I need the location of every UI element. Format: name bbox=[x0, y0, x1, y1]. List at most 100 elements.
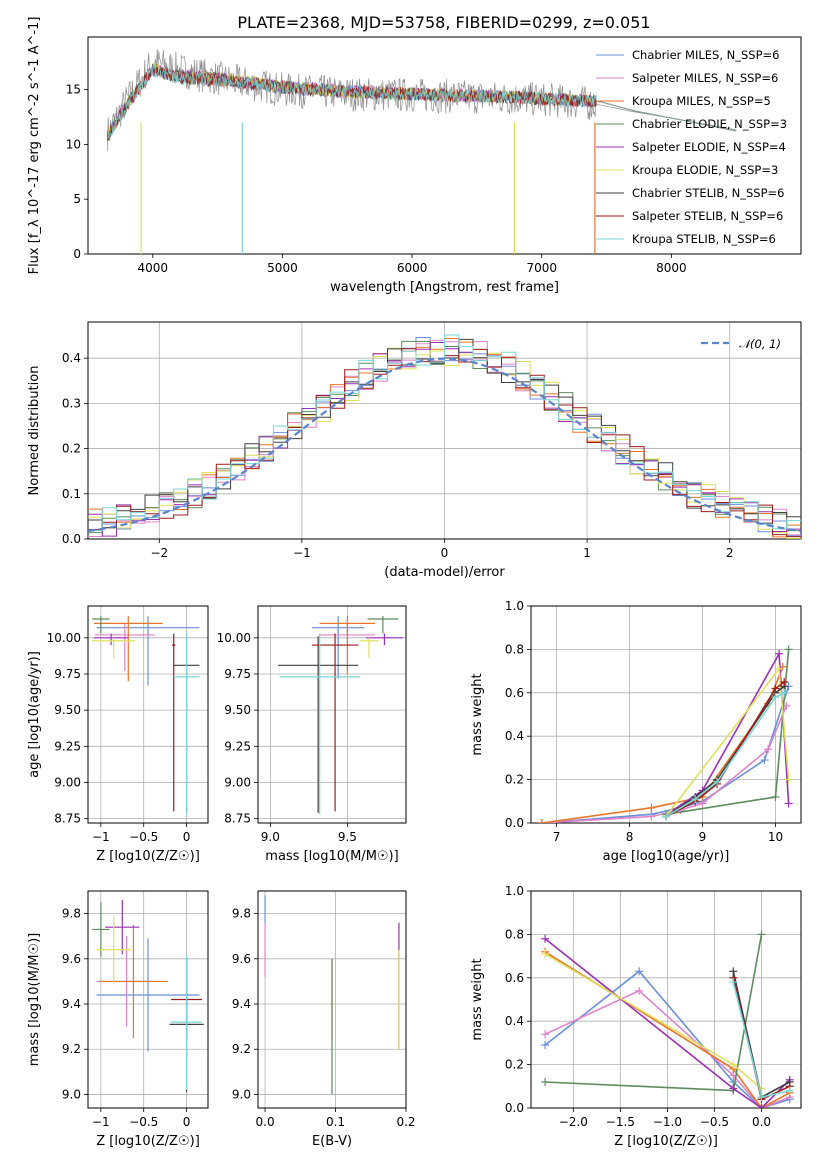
weight-series-line bbox=[541, 686, 790, 823]
y-tick-label: 0.8 bbox=[505, 642, 524, 656]
errorbar-group bbox=[92, 900, 204, 1093]
x-tick-label: −1 bbox=[92, 830, 110, 844]
y-tick-label: 9.0 bbox=[62, 1087, 81, 1101]
legend-entry: Chabrier MILES, N_SSP=6 bbox=[632, 48, 779, 62]
weight-series-line bbox=[544, 951, 791, 1108]
y-tick-label: 10.00 bbox=[217, 631, 251, 645]
plot-frame bbox=[87, 321, 802, 540]
legend-entry: Kroupa STELIB, N_SSP=6 bbox=[632, 232, 776, 246]
weight-series-line bbox=[541, 705, 788, 823]
plot-frame bbox=[87, 36, 802, 255]
plot-frame bbox=[257, 890, 407, 1109]
y-tick-label: 0.4 bbox=[505, 729, 524, 743]
x-tick-label: −2.0 bbox=[559, 1115, 588, 1129]
plot-frame bbox=[530, 890, 802, 1109]
x-tick-label: 6000 bbox=[397, 261, 428, 275]
x-tick-label: −1 bbox=[92, 1115, 110, 1129]
y-tick-label: 10.00 bbox=[47, 631, 81, 645]
x-tick-label: −0.5 bbox=[129, 830, 158, 844]
y-tick-label: 0 bbox=[73, 247, 81, 261]
y-axis-label: mass [log10(M/M☉)] bbox=[27, 933, 42, 1066]
x-tick-label: −2 bbox=[150, 546, 168, 560]
x-tick-label: 0.0 bbox=[256, 1115, 275, 1129]
errorbar-group bbox=[264, 895, 400, 1095]
x-tick-label: 4000 bbox=[138, 261, 169, 275]
spectrum-lines bbox=[107, 49, 737, 254]
x-tick-label: 0.1 bbox=[326, 1115, 345, 1129]
x-axis-label: mass [log10(M/M☉)] bbox=[265, 849, 398, 864]
legend-entry: Chabrier STELIB, N_SSP=6 bbox=[632, 186, 784, 200]
errorbar-group bbox=[278, 616, 403, 815]
y-tick-label: 9.4 bbox=[232, 997, 251, 1011]
y-tick-label: 10 bbox=[66, 137, 81, 151]
y-tick-label: 0.4 bbox=[505, 1014, 524, 1028]
y-tick-label: 9.6 bbox=[62, 952, 81, 966]
x-tick-label: −1 bbox=[293, 546, 311, 560]
figure-title: PLATE=2368, MJD=53758, FIBERID=0299, z=0… bbox=[237, 13, 650, 32]
histogram-series-line bbox=[88, 334, 801, 531]
x-tick-label: 9.0 bbox=[261, 830, 280, 844]
y-tick-label: 0.2 bbox=[505, 1058, 524, 1072]
x-tick-label: 0 bbox=[183, 830, 191, 844]
y-tick-label: 1.0 bbox=[505, 884, 524, 898]
x-tick-label: 1 bbox=[583, 546, 591, 560]
chart-mass-vs-Z: −1 −0.5 0 9.0 9.2 9.4 9.6 9.8 Z [log10(Z/Z☉)] mas… bbox=[27, 890, 209, 1149]
y-tick-label: 9.25 bbox=[224, 739, 251, 753]
y-tick-label: 8.75 bbox=[54, 812, 81, 826]
y-tick-label: 9.25 bbox=[54, 739, 81, 753]
y-tick-label: 9.00 bbox=[54, 775, 81, 789]
y-tick-label: 9.50 bbox=[224, 703, 251, 717]
x-tick-label: −0.5 bbox=[129, 1115, 158, 1129]
y-tick-label: 9.75 bbox=[54, 667, 81, 681]
y-tick-label: 9.8 bbox=[62, 907, 81, 921]
x-tick-label: −1.0 bbox=[653, 1115, 682, 1129]
legend-entry: 𝒩(0, 1) bbox=[739, 337, 781, 351]
legend-entry: Salpeter MILES, N_SSP=6 bbox=[632, 71, 778, 85]
y-tick-label: 9.50 bbox=[54, 703, 81, 717]
y-tick-label: 1.0 bbox=[505, 599, 524, 613]
y-axis-label: Normed distribution bbox=[27, 366, 42, 496]
x-tick-label: 2 bbox=[726, 546, 734, 560]
x-tick-label: 10 bbox=[768, 830, 783, 844]
plot-frame bbox=[257, 605, 407, 824]
x-tick-label: −0.5 bbox=[700, 1115, 729, 1129]
y-axis-label: mass weight bbox=[470, 673, 485, 755]
x-axis-label: Z [log10(Z/Z☉)] bbox=[96, 1134, 200, 1149]
legend-entry: Salpeter ELODIE, N_SSP=4 bbox=[632, 140, 786, 154]
y-tick-label: 0.0 bbox=[505, 816, 524, 830]
chart-spectrum: 4000 5000 6000 7000 8000 0 5 10 15 wavelength [An… bbox=[27, 17, 802, 295]
y-tick-label: 9.75 bbox=[224, 667, 251, 681]
y-tick-label: 9.2 bbox=[232, 1042, 251, 1056]
plot-frame bbox=[530, 605, 802, 824]
x-tick-label: 7000 bbox=[526, 261, 557, 275]
y-tick-label: 0.0 bbox=[62, 532, 81, 546]
plot-frame bbox=[87, 890, 209, 1109]
y-tick-label: 0.2 bbox=[505, 773, 524, 787]
y-tick-label: 0.8 bbox=[505, 927, 524, 941]
x-axis-label: Z [log10(Z/Z☉)] bbox=[96, 849, 200, 864]
chart-age-vs-Z: −1 −0.5 0 8.75 9.00 9.25 9.50 9.75 10.00 Z [log10… bbox=[27, 605, 209, 864]
x-tick-label: −1.5 bbox=[606, 1115, 635, 1129]
y-axis-label: mass weight bbox=[470, 958, 485, 1040]
y-tick-label: 0.6 bbox=[505, 686, 524, 700]
y-tick-label: 0.6 bbox=[505, 971, 524, 985]
errorbar-group bbox=[92, 616, 200, 815]
x-tick-label: 5000 bbox=[267, 261, 298, 275]
spectrum-series-line bbox=[107, 63, 737, 139]
histogram-lines bbox=[88, 334, 801, 539]
weight-series-line bbox=[665, 649, 790, 816]
y-tick-label: 15 bbox=[66, 83, 81, 97]
y-tick-label: 9.0 bbox=[232, 1087, 251, 1101]
y-tick-label: 0.1 bbox=[62, 487, 81, 501]
chart-mass-vs-EBV: 0.0 0.1 0.2 9.0 9.2 9.4 9.6 9.8 E(B-V) bbox=[232, 890, 416, 1149]
y-tick-label: 0.2 bbox=[62, 442, 81, 456]
normal-curve bbox=[88, 357, 801, 533]
y-tick-label: 9.6 bbox=[232, 952, 251, 966]
y-axis-label: age [log10(age/yr)] bbox=[27, 651, 42, 778]
legend-entry: Chabrier ELODIE, N_SSP=3 bbox=[632, 117, 787, 131]
y-tick-label: 9.00 bbox=[224, 775, 251, 789]
x-axis-label: age [log10(age/yr)] bbox=[603, 849, 730, 864]
chart-weight-vs-age: 7 8 9 10 0.0 0.2 0.4 0.6 0.8 1.0 age [log10(age/yr… bbox=[470, 599, 802, 864]
weight-series-line bbox=[541, 666, 784, 823]
